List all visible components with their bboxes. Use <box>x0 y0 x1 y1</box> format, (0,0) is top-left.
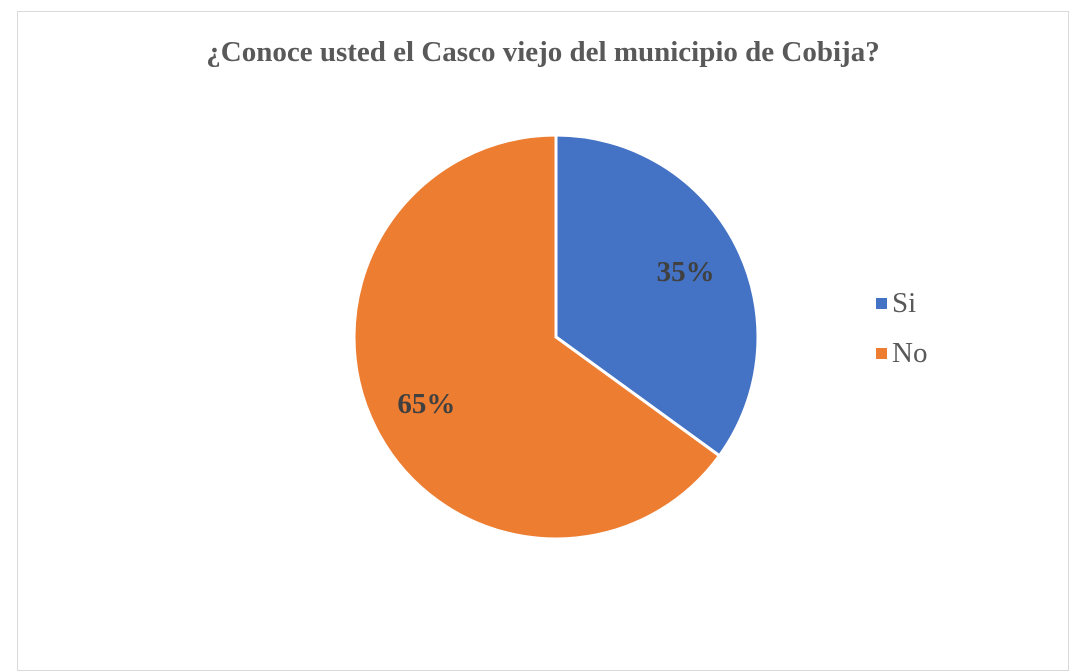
chart-title: ¿Conoce usted el Casco viejo del municip… <box>206 36 880 68</box>
pie-slice-no <box>352 133 722 541</box>
data-label-no: 65% <box>397 388 455 420</box>
pie-data-labels: 35% 65% <box>397 256 714 420</box>
data-label-si: 35% <box>657 256 715 288</box>
pie-slices <box>352 133 760 541</box>
legend-swatch-no <box>876 347 887 359</box>
legend: Si No <box>876 278 927 378</box>
legend-item-si: Si <box>876 278 927 328</box>
legend-label-si: Si <box>892 286 917 319</box>
legend-item-no: No <box>876 328 927 378</box>
legend-label-no: No <box>892 336 928 369</box>
legend-swatch-si <box>876 297 887 309</box>
pie-slice-si <box>554 133 760 458</box>
